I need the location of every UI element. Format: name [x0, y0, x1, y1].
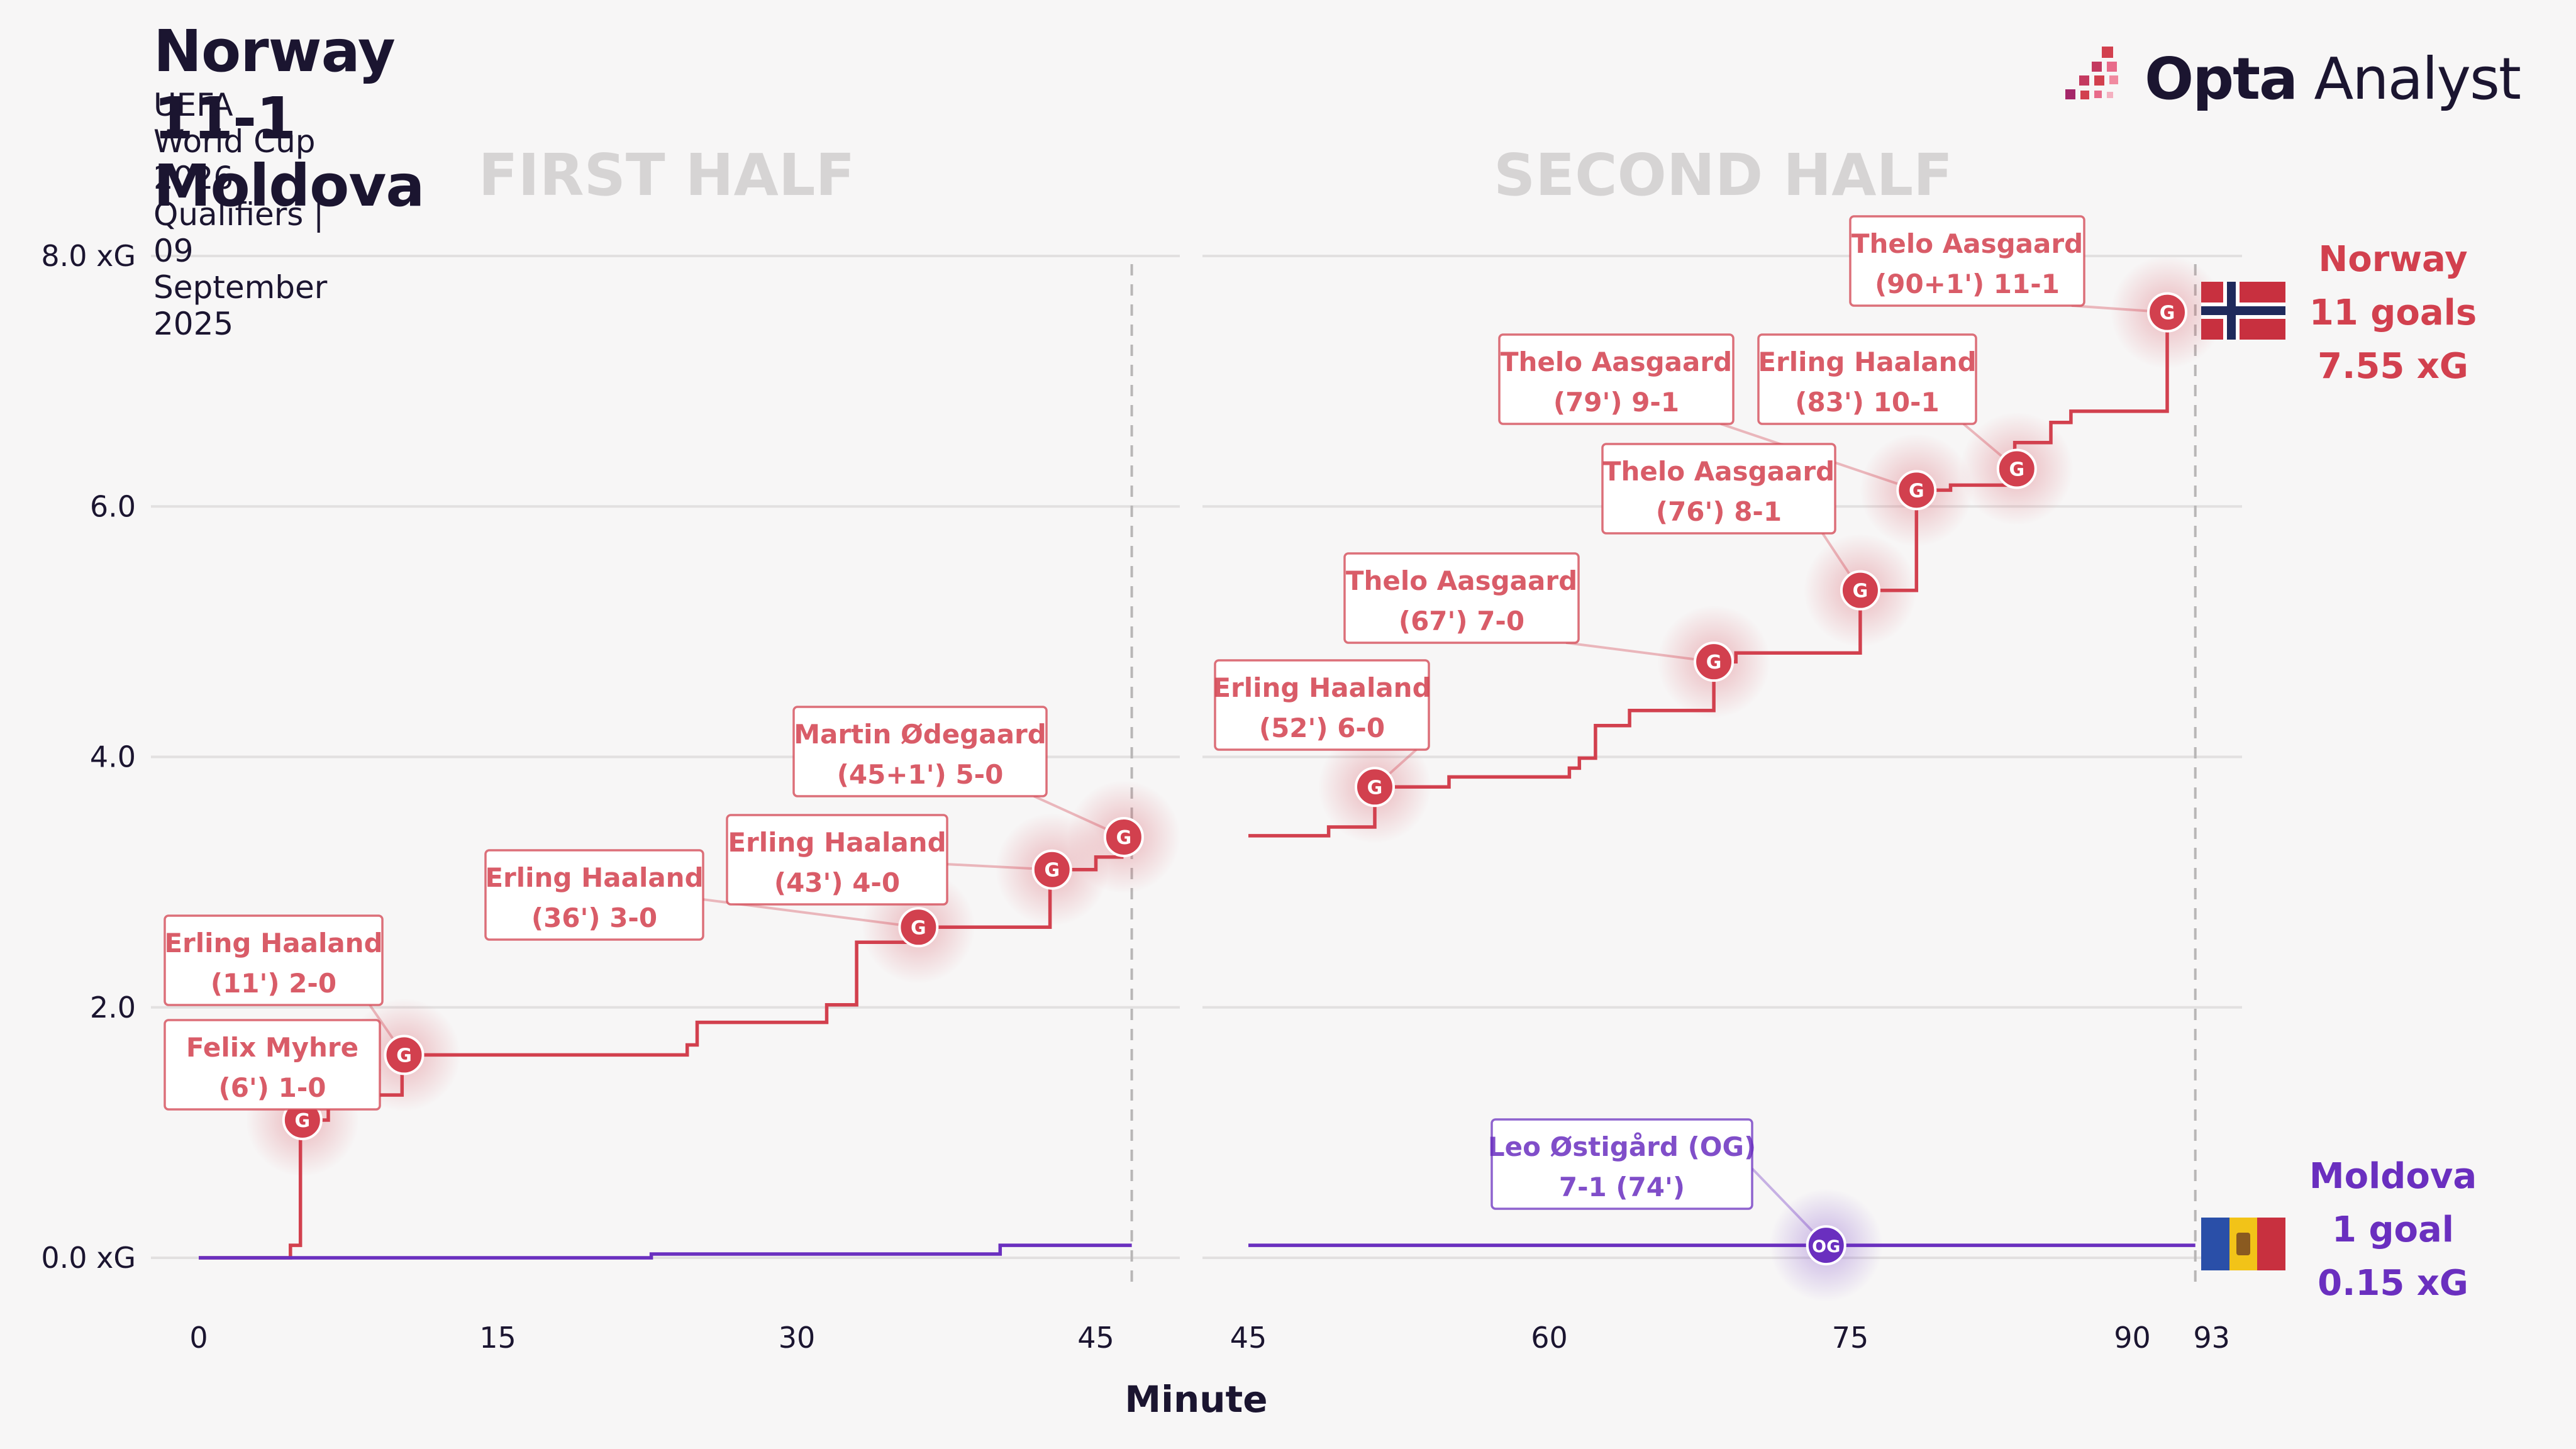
- goal-marker-label: G: [1909, 480, 1924, 502]
- goal-annotation-box: [792, 706, 1048, 797]
- goal-marker: [1840, 570, 1880, 611]
- goal-marker-label: G: [1706, 652, 1722, 674]
- goal-annotation-box: [1498, 333, 1735, 425]
- goal-marker-label: G: [1044, 860, 1060, 882]
- goal-marker: [1694, 641, 1735, 682]
- goal-annotation-box: [1601, 443, 1836, 535]
- norway-goals: 11 goals: [2309, 292, 2477, 333]
- brand-name-light: Analyst: [2297, 45, 2521, 113]
- flag-layer: [2201, 282, 2285, 1270]
- goal-scorer-name: Martin Ødegaard: [794, 719, 1046, 750]
- annotation-layer: Felix Myhre (6') 1-0 Erling Haaland (11') 2…: [164, 215, 2085, 1210]
- goal-marker-label: G: [1367, 777, 1383, 799]
- goal-scorer-name: Erling Haaland: [1213, 672, 1431, 703]
- goal-marker: [1031, 849, 1072, 890]
- goal-scorer-name: Felix Myhre: [186, 1032, 358, 1063]
- own-goal-marker: [1806, 1225, 1846, 1266]
- goal-marker-label: G: [911, 917, 926, 939]
- goal-annotation-box: [1757, 333, 1977, 425]
- goal-annotation-box: [484, 849, 704, 941]
- goal-minute-score: 7-1 (74'): [1559, 1172, 1685, 1202]
- goal-marker: [898, 907, 939, 948]
- goal-minute-score: (6') 1-0: [219, 1072, 326, 1103]
- moldova-goals: 1 goal: [2331, 1209, 2454, 1250]
- goal-minute-score: (45+1') 5-0: [837, 759, 1004, 790]
- goal-annotation-box: [1214, 659, 1430, 751]
- x-axis-title: Minute: [1124, 1378, 1267, 1421]
- x-tick-label: 0: [189, 1321, 208, 1355]
- goal-minute-score: (36') 3-0: [531, 902, 657, 933]
- goal-annotation-box: [726, 814, 948, 906]
- goal-scorer-name: Erling Haaland: [1758, 347, 1976, 377]
- page-subtitle: UEFA World Cup 2026 Qualifiers | 09 Sept…: [153, 87, 328, 342]
- goal-minute-score: (43') 4-0: [774, 867, 900, 898]
- goal-marker: [1896, 470, 1937, 511]
- goal-minute-score: (83') 10-1: [1795, 387, 1939, 418]
- x-tick-label: 45: [1230, 1321, 1267, 1355]
- goal-annotation-box: [164, 1019, 381, 1111]
- grid-layer: 0.0 xG 2.0 4.0 6.0 8.0 xG FIRST HALF 0 15 30 45 SE…: [41, 142, 2242, 1421]
- goal-scorer-name: Erling Haaland: [728, 827, 946, 858]
- goal-annotation-box: [1343, 552, 1580, 644]
- x-tick-label: 90: [2114, 1321, 2151, 1355]
- goal-marker-label: G: [1116, 827, 1132, 849]
- opta-logo-text: Opta Analyst: [2145, 45, 2521, 113]
- norway-flag: [2201, 282, 2285, 340]
- moldova-flag: [2201, 1218, 2285, 1270]
- goal-annotation-box: [1491, 1118, 1753, 1210]
- goal-marker-label: G: [295, 1110, 311, 1132]
- goal-scorer-name: Leo Østigård (OG): [1488, 1131, 1756, 1162]
- y-tick-label: 4.0: [90, 740, 136, 774]
- series-moldova-first-half: [199, 1243, 1132, 1260]
- goal-minute-score: (11') 2-0: [211, 968, 336, 999]
- goal-marker: [384, 1035, 425, 1075]
- x-tick-label: 60: [1531, 1321, 1568, 1355]
- opta-analyst-logo: Opta Analyst: [2057, 36, 2521, 125]
- x-tick-label: 30: [779, 1321, 816, 1355]
- goal-scorer-name: Thelo Aasgaard: [1346, 565, 1577, 596]
- goal-marker-label: G: [2009, 459, 2024, 481]
- goal-marker-label: G: [1853, 580, 1868, 602]
- goal-scorer-name: Thelo Aasgaard: [1501, 347, 1732, 377]
- opta-logo-icon: [2065, 47, 2118, 99]
- x-tick-label: 75: [1832, 1321, 1869, 1355]
- brand-name-bold: Opta: [2145, 45, 2298, 113]
- goal-annotation-box: [164, 914, 384, 1006]
- goal-marker: [1354, 767, 1395, 808]
- goal-scorer-name: Erling Haaland: [485, 862, 703, 893]
- page-title: Norway 11-1 Moldova: [153, 18, 425, 219]
- moldova-xg: 0.15 xG: [2318, 1263, 2468, 1304]
- goal-minute-score: (90+1') 11-1: [1875, 269, 2060, 299]
- goal-marker: [1103, 816, 1144, 857]
- moldova-summary: Moldova 1 goal 0.15 xG: [2280, 1150, 2506, 1310]
- norway-xg: 7.55 xG: [2318, 346, 2468, 387]
- goal-minute-score: (79') 9-1: [1553, 387, 1679, 418]
- y-tick-label: 6.0: [90, 489, 136, 523]
- goal-minute-score: (76') 8-1: [1656, 496, 1782, 527]
- goal-marker-label: G: [2160, 303, 2175, 325]
- x-tick-label: 15: [479, 1321, 516, 1355]
- y-tick-label: 8.0 xG: [41, 239, 136, 273]
- norway-summary: Norway 11 goals 7.55 xG: [2280, 233, 2506, 393]
- y-tick-label: 2.0: [90, 991, 136, 1024]
- goal-marker-label: G: [396, 1045, 412, 1067]
- goal-scorer-name: Thelo Aasgaard: [1852, 228, 2083, 259]
- moldova-team-name: Moldova: [2309, 1156, 2477, 1197]
- goal-marker: [2147, 292, 2188, 333]
- norway-team-name: Norway: [2318, 239, 2468, 280]
- goal-annotation-box: [1849, 215, 2085, 307]
- half-label: SECOND HALF: [1494, 142, 1953, 209]
- goal-minute-score: (67') 7-0: [1399, 606, 1524, 636]
- goal-minute-score: (52') 6-0: [1259, 713, 1385, 743]
- goal-scorer-name: Thelo Aasgaard: [1603, 456, 1835, 487]
- half-label: FIRST HALF: [479, 142, 855, 209]
- x-tick-label: 93: [2193, 1321, 2230, 1355]
- x-tick-label: 45: [1077, 1321, 1114, 1355]
- goal-scorer-name: Erling Haaland: [164, 928, 382, 958]
- goal-marker: [1996, 448, 2037, 489]
- goal-marker-label: OG: [1812, 1237, 1840, 1257]
- y-tick-label: 0.0 xG: [41, 1241, 136, 1275]
